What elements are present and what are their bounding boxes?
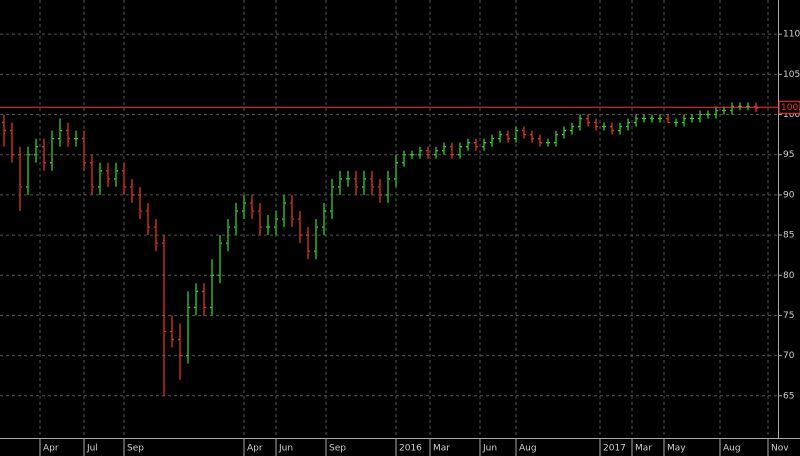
x-tick-label: Aug xyxy=(519,444,537,454)
x-tick-label: Mar xyxy=(635,444,652,454)
x-tick-label: Mar xyxy=(433,444,450,454)
y-tick-label: 70 xyxy=(783,351,795,361)
x-tick-label: Jul xyxy=(86,444,98,454)
x-tick-label: Jun xyxy=(278,444,293,454)
y-tick-label: 100 xyxy=(783,110,800,120)
y-tick-label: 85 xyxy=(783,231,794,241)
y-tick-label: 65 xyxy=(783,391,794,401)
y-tick-label: 110 xyxy=(783,30,800,40)
x-tick-label: May xyxy=(667,444,686,454)
x-tick-label: Apr xyxy=(247,444,263,454)
y-tick-label: 105 xyxy=(783,70,800,80)
x-tick-label: Sep xyxy=(127,444,144,454)
x-tick-label: Aug xyxy=(723,444,741,454)
x-tick-label: Jun xyxy=(482,444,497,454)
y-tick-label: 95 xyxy=(783,150,794,160)
x-tick-label: Nov xyxy=(771,444,789,454)
y-tick-label: 75 xyxy=(783,311,794,321)
x-tick-label: Sep xyxy=(329,444,346,454)
y-tick-label: 80 xyxy=(783,271,795,281)
x-tick-label: 2017 xyxy=(603,444,626,454)
price-label: 100.9 xyxy=(781,103,800,113)
x-tick-label: 2016 xyxy=(399,444,422,454)
price-label-box xyxy=(778,100,800,114)
x-tick-label: Apr xyxy=(43,444,59,454)
y-tick-label: 90 xyxy=(783,190,795,200)
